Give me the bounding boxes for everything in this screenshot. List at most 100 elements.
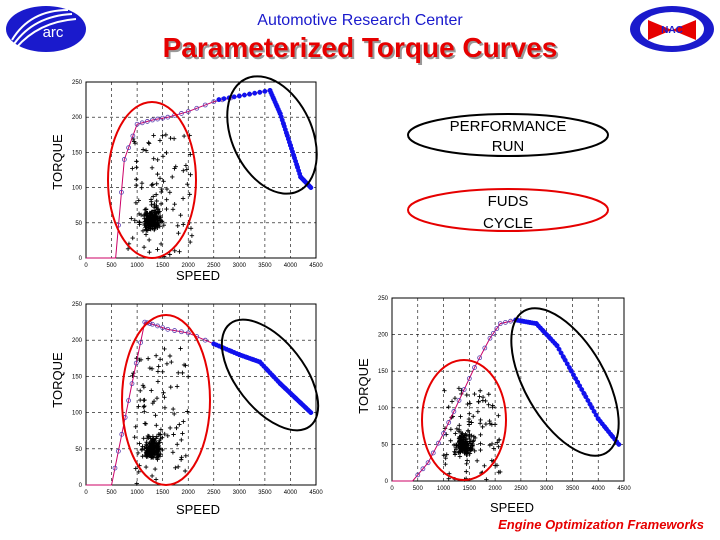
fuds-point bbox=[171, 411, 177, 417]
performance-point bbox=[577, 383, 583, 389]
curve-marker bbox=[150, 117, 155, 123]
fuds-point bbox=[187, 192, 192, 197]
fuds-point bbox=[170, 406, 176, 412]
x-tick-label: 0 bbox=[84, 263, 88, 269]
chart-2: 0 500 1000 1500 2000 2500 3000 3500 4000 4500 0 50 1… bbox=[50, 302, 323, 517]
fuds-point bbox=[490, 404, 495, 410]
curve-marker bbox=[202, 337, 208, 343]
performance-point bbox=[566, 365, 572, 370]
fuds-point bbox=[157, 138, 163, 143]
y-tick-label: 150 bbox=[378, 369, 389, 375]
fuds-point bbox=[164, 197, 169, 202]
fuds-point bbox=[457, 427, 462, 432]
fuds-point bbox=[154, 395, 160, 401]
fuds-point bbox=[157, 454, 163, 459]
curve-marker bbox=[446, 420, 452, 425]
footer-text: Engine Optimization Frameworks bbox=[498, 517, 704, 532]
fuds-point bbox=[454, 442, 459, 448]
fuds-point bbox=[140, 383, 146, 388]
fuds-point bbox=[149, 202, 154, 208]
performance-point bbox=[262, 88, 268, 94]
curve-marker bbox=[165, 326, 171, 332]
fuds-point bbox=[140, 444, 145, 449]
fuds-point bbox=[155, 171, 160, 177]
x-tick-label: 2000 bbox=[488, 486, 502, 492]
y-tick-label: 100 bbox=[72, 411, 83, 417]
curve-marker bbox=[144, 119, 150, 124]
fuds-point bbox=[158, 241, 164, 247]
fuds-point bbox=[456, 386, 462, 391]
curve-marker bbox=[415, 472, 421, 478]
fuds-point bbox=[147, 365, 153, 371]
fuds-point bbox=[489, 441, 495, 447]
fuds-point bbox=[465, 428, 471, 433]
performance-point bbox=[568, 368, 574, 374]
performance-point bbox=[216, 97, 222, 103]
fuds-point bbox=[467, 401, 473, 406]
performance-point bbox=[585, 398, 591, 403]
fuds-point bbox=[449, 399, 455, 404]
fuds-point bbox=[149, 209, 155, 214]
fuds-point bbox=[160, 154, 166, 159]
fuds-point bbox=[162, 431, 167, 437]
fuds-point bbox=[151, 441, 157, 446]
fuds-point bbox=[154, 181, 159, 187]
fuds-point bbox=[151, 156, 156, 161]
fuds-point bbox=[181, 419, 186, 424]
curve-marker bbox=[129, 381, 135, 387]
x-tick-label: 1000 bbox=[130, 263, 144, 269]
fuds-point bbox=[155, 369, 161, 374]
curve-marker bbox=[194, 105, 200, 111]
fuds-point bbox=[471, 414, 476, 419]
fuds-point bbox=[173, 164, 178, 169]
curve-marker bbox=[487, 335, 493, 341]
fuds-point bbox=[180, 370, 185, 376]
x-tick-label: 2000 bbox=[182, 490, 196, 496]
fuds-point bbox=[189, 233, 195, 238]
x-tick-label: 4000 bbox=[284, 490, 298, 496]
fuds-point bbox=[160, 447, 165, 453]
fuds-point bbox=[477, 388, 483, 393]
x-tick-label: 4000 bbox=[284, 263, 298, 269]
performance-point bbox=[308, 185, 314, 191]
chart-3: 0 500 1000 1500 2000 2500 3000 3500 4000 4500 0 50 1… bbox=[356, 296, 631, 515]
fuds-point bbox=[161, 222, 167, 228]
fuds-point bbox=[142, 403, 147, 409]
header-subtitle: Automotive Research Center bbox=[257, 12, 463, 29]
x-tick-label: 4500 bbox=[309, 490, 323, 496]
fuds-point bbox=[470, 444, 475, 450]
x-tick-label: 1500 bbox=[156, 490, 170, 496]
fuds-point bbox=[136, 469, 141, 475]
curve-marker bbox=[211, 99, 217, 105]
curve-marker bbox=[119, 431, 125, 437]
fuds-point bbox=[143, 421, 149, 426]
x-tick-label: 0 bbox=[84, 490, 88, 496]
curve-marker bbox=[119, 189, 124, 195]
performance-point bbox=[573, 376, 578, 381]
fuds-point bbox=[139, 185, 144, 190]
fuds-point bbox=[471, 438, 476, 443]
fuds-ellipse bbox=[121, 314, 211, 486]
fuds-point bbox=[472, 435, 478, 441]
fuds-point bbox=[162, 395, 167, 400]
fuds-point bbox=[142, 409, 147, 414]
performance-point bbox=[593, 412, 599, 418]
fuds-point bbox=[154, 222, 160, 227]
fuds-point bbox=[465, 448, 471, 454]
fuds-point bbox=[170, 450, 176, 455]
fuds-point bbox=[178, 346, 183, 351]
fuds-point bbox=[146, 434, 152, 439]
fuds-point bbox=[142, 221, 148, 227]
fuds-point bbox=[137, 441, 142, 446]
fuds-point bbox=[133, 200, 139, 205]
page-title: Parameterized Torque Curves bbox=[162, 32, 558, 63]
fuds-point bbox=[482, 463, 487, 469]
curve-marker bbox=[112, 465, 118, 471]
fuds-point bbox=[478, 441, 483, 446]
fuds-point bbox=[452, 449, 457, 454]
fuds-point bbox=[476, 399, 481, 404]
fuds-point bbox=[469, 447, 474, 452]
fuds-point bbox=[170, 207, 176, 212]
fuds-point bbox=[129, 216, 134, 221]
charts-layer: 0 500 1000 1500 2000 2500 3000 3500 4000 45000501… bbox=[50, 75, 631, 517]
